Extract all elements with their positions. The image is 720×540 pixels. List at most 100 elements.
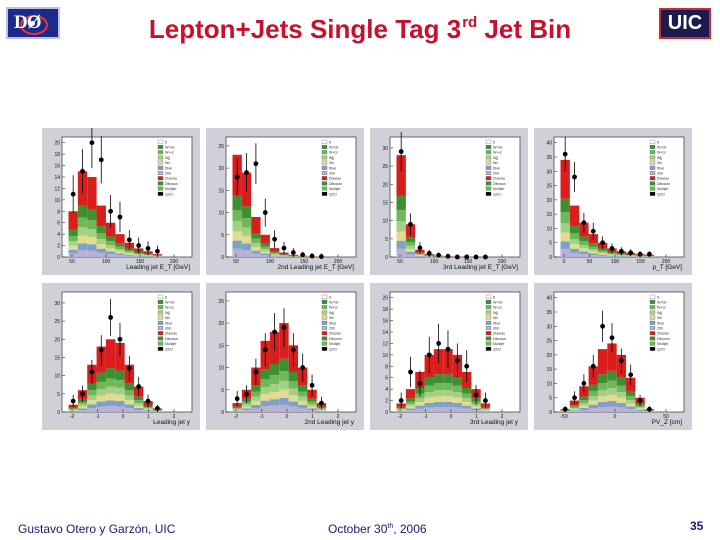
stack-bar-segment: [124, 252, 135, 254]
stack-bar-segment: [405, 389, 416, 399]
data-point: [628, 250, 634, 256]
stack-bar-segment: [260, 369, 270, 380]
stack-bar-segment: [569, 410, 580, 412]
stack-bar-segment: [588, 249, 598, 252]
stack-bar-segment: [68, 211, 78, 230]
stack-bar-segment: [124, 255, 135, 257]
legend-swatch: [157, 294, 164, 299]
y-tick-label: 15: [54, 355, 60, 361]
stack-bar-segment: [597, 253, 608, 255]
legend-swatch: [321, 150, 328, 155]
data-point: [136, 243, 142, 248]
stack-bar-segment: [232, 407, 242, 409]
stack-bar-segment: [433, 396, 444, 402]
legend-swatch: [485, 139, 492, 144]
data-point: [253, 369, 259, 375]
stack-bar-segment: [462, 388, 472, 394]
data-point: [98, 347, 104, 353]
footer-date-tail: , 2006: [393, 522, 427, 536]
stack-bar-segment: [115, 380, 125, 388]
stack-bar-segment: [588, 251, 598, 254]
stack-bar-segment: [443, 396, 453, 402]
stack-bar-segment: [260, 246, 270, 250]
stack-bar-segment: [579, 236, 589, 242]
stack-bar-segment: [241, 235, 252, 244]
x-tick-label: -2: [70, 414, 75, 420]
y-tick-label: 10: [382, 353, 388, 359]
y-tick-label: 20: [218, 166, 224, 172]
stack-bar-segment: [232, 195, 242, 210]
x-tick-label: 0: [286, 414, 289, 420]
y-tick-label: 30: [54, 301, 60, 307]
stack-bar-segment: [115, 342, 125, 371]
stack-bar-segment: [588, 243, 598, 247]
stack-bar-segment: [415, 402, 425, 406]
stack-bar-segment: [260, 379, 270, 388]
legend-label: Wc: [493, 316, 498, 320]
uic-logo: UIC: [659, 8, 711, 39]
data-point: [483, 254, 488, 260]
stack-bar-segment: [560, 198, 570, 213]
stack-bar-segment: [462, 393, 472, 398]
stack-bar-segment: [115, 406, 125, 412]
y-tick-label: 0: [549, 410, 552, 416]
data-point: [590, 228, 596, 234]
legend-swatch: [321, 315, 328, 320]
legend-label: Wc: [657, 316, 662, 320]
stack-bar-segment: [96, 226, 106, 234]
stack-bar-segment: [260, 243, 270, 247]
stack-bar-segment: [588, 408, 598, 412]
stack-bar-segment: [405, 406, 416, 409]
stack-bar-segment: [251, 400, 261, 405]
stack-bar-segment: [260, 251, 270, 254]
stack-bar-segment: [635, 407, 645, 409]
stack-bar-segment: [471, 406, 481, 409]
legend-swatch: [157, 171, 164, 175]
stack-bar-segment: [579, 241, 589, 245]
stack-bar-segment: [415, 255, 425, 257]
stack-bar-segment: [462, 405, 472, 409]
legend-swatch: [157, 336, 164, 341]
stack-bar-segment: [96, 233, 106, 239]
data-point: [70, 398, 76, 404]
stack-bar-segment: [87, 390, 97, 396]
stack-bar-segment: [597, 374, 608, 384]
stack-bar-segment: [298, 400, 308, 405]
legend-label: Multijet: [329, 342, 340, 346]
legend-label: ttbar: [165, 321, 173, 325]
legend-swatch: [321, 331, 328, 336]
stack-bar-segment: [607, 254, 617, 255]
stack-bar-segment: [279, 389, 289, 398]
stack-bar-segment: [415, 254, 425, 256]
legend-swatch: [649, 160, 656, 165]
legend-label: Multijet: [657, 187, 668, 191]
stack-bar-segment: [607, 256, 617, 257]
data-point: [234, 174, 240, 180]
stack-bar-segment: [480, 409, 491, 410]
x-tick-label: 50: [587, 259, 593, 265]
y-tick-label: 20: [54, 141, 60, 147]
x-tick-label: -2: [398, 414, 403, 420]
stack-bar-segment: [597, 252, 608, 254]
legend-swatch: [485, 186, 492, 191]
stack-bar-segment: [307, 398, 317, 402]
x-tick-label: 100: [266, 259, 275, 265]
data-point: [70, 191, 76, 197]
stack-bar-segment: [569, 244, 580, 249]
stack-bar-segment: [232, 406, 242, 408]
legend-label: W+cc: [657, 151, 666, 155]
stack-bar-segment: [96, 406, 106, 412]
stack-bar-segment: [597, 406, 608, 412]
data-point: [89, 369, 95, 375]
legend-swatch: [321, 181, 328, 186]
stack-bar-segment: [251, 243, 261, 247]
stack-bar-segment: [124, 408, 135, 412]
legend-swatch: [649, 165, 656, 170]
data-point: [272, 329, 278, 335]
stack-bar-segment: [616, 397, 627, 403]
legend-swatch: [321, 155, 328, 160]
data-point: [80, 391, 85, 397]
stack-bar-segment: [405, 248, 416, 252]
stack-bar-segment: [115, 243, 125, 247]
stack-bar-segment: [307, 406, 317, 409]
